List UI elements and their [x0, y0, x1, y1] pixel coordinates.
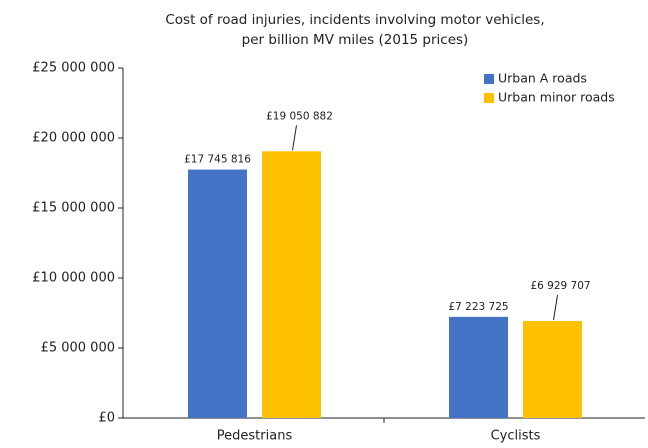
y-tick-label: £20 000 000 [32, 131, 115, 146]
data-label: £7 223 725 [448, 301, 508, 313]
data-label: £6 929 707 [530, 280, 590, 292]
legend-swatch [484, 93, 494, 103]
legend-label: Urban minor roads [498, 90, 615, 105]
y-tick-label: £10 000 000 [32, 271, 115, 286]
chart-title: per billion MV miles (2015 prices) [242, 32, 469, 48]
data-label: £19 050 882 [266, 110, 333, 122]
legend-label: Urban A roads [498, 71, 587, 86]
y-tick-label: £25 000 000 [32, 61, 115, 76]
leader-line [553, 294, 558, 321]
bar [449, 316, 508, 418]
x-tick-label: Cyclists [491, 429, 541, 444]
data-label: £17 745 816 [184, 154, 251, 166]
y-tick-label: £5 000 000 [41, 341, 115, 356]
legend-swatch [484, 74, 494, 84]
leader-line [292, 125, 297, 151]
y-tick-label: £0 [98, 411, 115, 426]
y-tick-label: £15 000 000 [32, 201, 115, 216]
bar [188, 169, 247, 418]
bar [262, 151, 321, 418]
chart-title: Cost of road injuries, incidents involvi… [165, 12, 544, 28]
bar [523, 320, 582, 418]
x-tick-label: Pedestrians [217, 429, 293, 444]
